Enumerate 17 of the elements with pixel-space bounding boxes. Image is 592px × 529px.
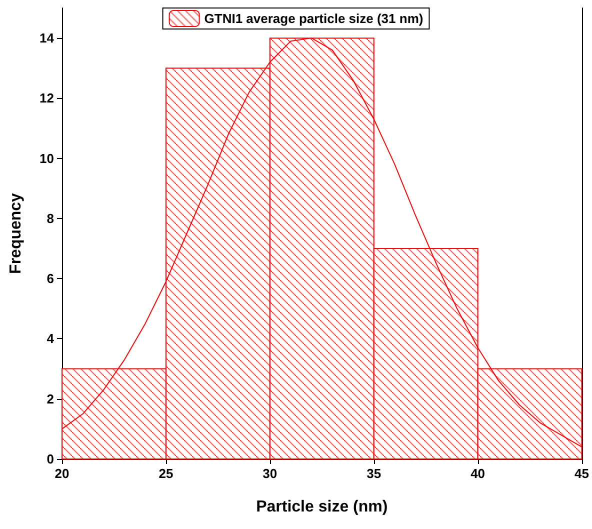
x-tick-label: 45 <box>574 466 590 481</box>
y-tick-label: 14 <box>40 30 55 46</box>
y-tick-label: 8 <box>46 210 54 226</box>
x-tick-label: 40 <box>470 466 486 481</box>
y-tick-label: 10 <box>40 150 54 166</box>
y-tick-label: 12 <box>40 90 54 106</box>
x-tick-label: 20 <box>54 466 70 481</box>
y-tick-label: 6 <box>46 271 54 286</box>
x-tick-label: 35 <box>366 466 382 481</box>
legend-label: GTNI1 average particle size (31 nm) <box>204 11 424 26</box>
y-tick-label: 2 <box>46 391 54 406</box>
y-axis-title: Frequency <box>8 192 24 274</box>
x-tick-label: 30 <box>262 466 278 481</box>
y-tick-label: 0 <box>46 452 54 466</box>
x-tick-label: 25 <box>158 466 174 481</box>
y-tick-label: 4 <box>46 331 55 346</box>
x-axis-title: Particle size (nm) <box>256 498 388 516</box>
